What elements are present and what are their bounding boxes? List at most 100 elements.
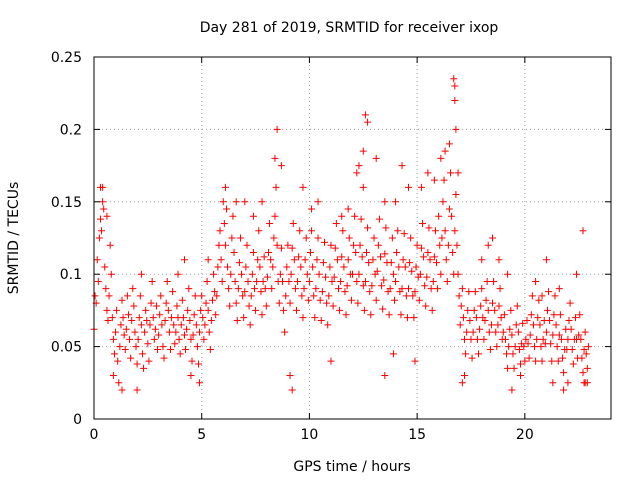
data-point	[302, 234, 310, 242]
data-point	[355, 270, 363, 278]
data-point	[224, 263, 232, 271]
data-point	[483, 277, 491, 285]
data-point	[392, 198, 400, 206]
data-point	[261, 285, 269, 293]
data-point	[216, 227, 224, 235]
data-point	[144, 340, 152, 348]
data-point	[533, 335, 541, 343]
data-point	[271, 154, 279, 162]
data-point	[136, 292, 144, 300]
data-point	[387, 259, 395, 267]
data-point	[231, 277, 239, 285]
data-point	[206, 345, 214, 353]
data-point	[312, 285, 320, 293]
data-point	[359, 282, 367, 290]
data-point	[109, 335, 117, 343]
data-point	[116, 343, 124, 351]
data-point	[196, 328, 204, 336]
data-point	[537, 343, 545, 351]
data-point	[259, 277, 267, 285]
data-point	[581, 328, 589, 336]
data-point	[233, 317, 241, 325]
data-point	[180, 256, 188, 264]
data-point	[576, 311, 584, 319]
data-point	[552, 321, 560, 329]
data-point	[522, 335, 530, 343]
data-point	[501, 335, 509, 343]
data-point	[199, 314, 207, 322]
data-point	[142, 306, 150, 314]
data-point	[310, 292, 318, 300]
data-point	[454, 169, 462, 177]
data-point	[439, 198, 447, 206]
data-point	[353, 277, 361, 285]
data-point	[108, 314, 116, 322]
data-point	[421, 282, 429, 290]
data-point	[201, 321, 209, 329]
data-point	[171, 340, 179, 348]
data-point	[405, 285, 413, 293]
data-point	[579, 227, 587, 235]
data-point	[341, 288, 349, 296]
data-point	[448, 212, 456, 220]
data-point	[130, 302, 138, 310]
data-point	[555, 331, 563, 339]
data-point	[338, 253, 346, 261]
data-point	[519, 319, 527, 327]
data-point	[328, 277, 336, 285]
data-point	[123, 292, 131, 300]
data-point	[232, 198, 240, 206]
data-point	[407, 234, 415, 242]
data-point	[511, 343, 519, 351]
data-point	[148, 277, 156, 285]
data-point	[526, 331, 534, 339]
data-point	[103, 212, 111, 220]
data-point	[557, 335, 565, 343]
data-point	[236, 234, 244, 242]
data-point	[305, 277, 313, 285]
data-point	[187, 335, 195, 343]
data-point	[504, 270, 512, 278]
data-point	[458, 379, 466, 387]
data-point	[161, 317, 169, 325]
data-point	[430, 253, 438, 261]
data-point	[257, 288, 265, 296]
data-point	[489, 234, 497, 242]
data-point	[253, 277, 261, 285]
data-point	[372, 296, 380, 304]
data-point	[104, 317, 112, 325]
data-point	[174, 270, 182, 278]
data-point	[292, 306, 300, 314]
data-point	[282, 292, 290, 300]
y-tick-label: 0.1	[60, 267, 82, 283]
data-point	[393, 248, 401, 256]
data-point	[327, 357, 335, 365]
data-point	[99, 198, 107, 206]
data-point	[238, 270, 246, 278]
data-point	[449, 248, 457, 256]
data-point	[316, 296, 324, 304]
data-point	[445, 205, 453, 213]
data-point	[509, 350, 517, 358]
data-point	[166, 345, 174, 353]
data-point	[225, 285, 233, 293]
data-point	[532, 357, 540, 365]
data-point	[322, 273, 330, 281]
data-point	[299, 183, 307, 191]
data-point	[314, 198, 322, 206]
data-point	[549, 379, 557, 387]
data-point	[155, 331, 163, 339]
data-point	[441, 147, 449, 155]
data-point	[331, 244, 339, 252]
data-point	[489, 299, 497, 307]
data-point	[320, 238, 328, 246]
data-point	[495, 256, 503, 264]
data-point	[417, 183, 425, 191]
data-point	[508, 331, 516, 339]
data-point	[326, 263, 334, 271]
data-point	[217, 256, 225, 264]
data-point	[147, 299, 155, 307]
chart-title: Day 281 of 2019, SRMTID for receiver ixo…	[200, 20, 499, 36]
data-point	[442, 256, 450, 264]
data-point	[512, 321, 520, 329]
